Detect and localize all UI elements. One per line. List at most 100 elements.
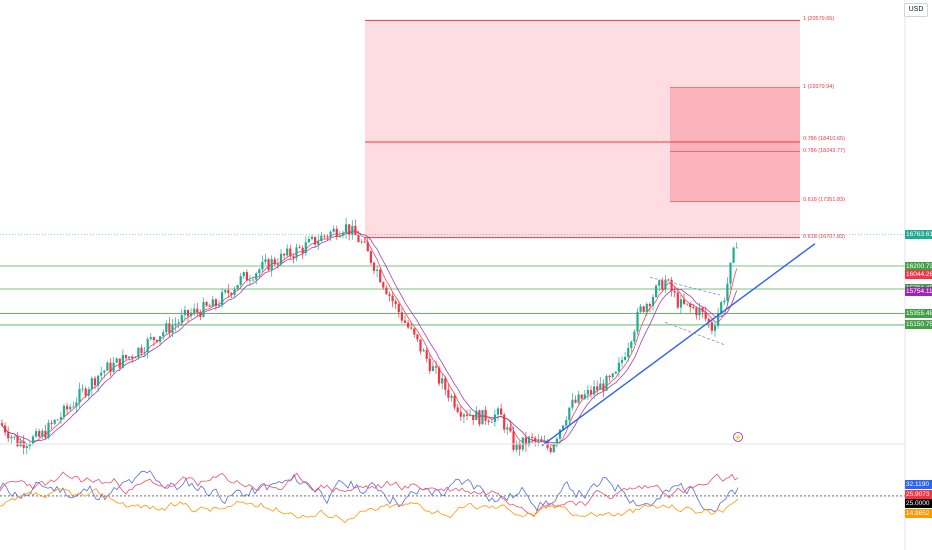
ma-slow-line — [1, 231, 738, 444]
candle-body — [639, 306, 642, 312]
candle-body — [645, 304, 648, 312]
ma-fast-line — [1, 230, 738, 447]
candle-body — [255, 273, 258, 280]
candle-body — [236, 284, 239, 290]
candle-body — [453, 395, 456, 408]
candle-body — [568, 407, 571, 421]
candle-body — [496, 408, 500, 415]
candle-body — [472, 414, 475, 421]
candle-body — [239, 276, 242, 285]
candle-body — [59, 416, 62, 420]
candle-body — [565, 420, 568, 426]
candle-body — [624, 356, 627, 360]
candle-body — [388, 294, 391, 296]
candle-body — [527, 436, 531, 446]
candle-body — [441, 378, 444, 384]
candle-body — [109, 362, 112, 372]
candle-body — [329, 231, 332, 238]
candle-body — [617, 362, 620, 372]
moving-averages — [1, 230, 738, 447]
fib-label: 1 (19379.94) — [803, 83, 835, 90]
price-label: 15150.75 — [905, 320, 932, 330]
candle-body — [16, 436, 19, 447]
indicator-label: 25.0000 — [905, 498, 932, 508]
candle-body — [503, 414, 506, 430]
candle-body — [0, 423, 4, 426]
candle-body — [574, 399, 577, 403]
trendline — [541, 243, 816, 447]
candle-body — [242, 272, 245, 277]
candle-body — [376, 269, 379, 271]
candle-body — [267, 259, 270, 271]
fib-zone-small — [670, 87, 800, 202]
candle-body — [314, 236, 317, 245]
indicator-label: 32.1190 — [905, 479, 932, 489]
candle-body — [348, 224, 351, 235]
channel-upper — [649, 276, 721, 296]
candle-body — [69, 406, 72, 410]
candle-body — [25, 446, 28, 448]
candle-body — [168, 323, 171, 333]
candle-body — [310, 236, 314, 239]
candle-body — [425, 350, 428, 359]
candle-body — [286, 248, 289, 256]
candle-body — [419, 339, 422, 352]
candle-body — [397, 304, 400, 313]
candle-body — [75, 402, 78, 407]
candle-body — [134, 357, 137, 359]
price-label: 16763.61 — [905, 229, 932, 239]
candle-body — [7, 432, 10, 439]
candle-body — [93, 378, 97, 386]
candle-body — [410, 327, 413, 329]
candle-body — [661, 280, 664, 290]
candle-body — [245, 272, 248, 281]
candle-body — [385, 287, 388, 295]
candle-body — [524, 437, 527, 446]
candle-body — [562, 425, 565, 430]
candle-body — [506, 427, 509, 430]
candle-body — [382, 282, 385, 288]
candle-body — [608, 375, 611, 378]
fibonacci-zone — [0, 19, 905, 239]
candle-body — [233, 289, 236, 295]
candle-body — [611, 373, 614, 378]
candle-body — [283, 253, 286, 256]
candle-body — [673, 291, 676, 293]
event-marker-glyph: ⚡ — [734, 434, 741, 442]
candle-body — [118, 358, 121, 368]
candle-body — [589, 390, 593, 395]
candle-body — [493, 414, 496, 422]
candle-body — [630, 341, 633, 349]
candle-body — [84, 388, 87, 396]
channel-lower — [664, 321, 726, 346]
candle-body — [431, 366, 434, 371]
candle-body — [137, 347, 140, 358]
candle-body — [345, 224, 348, 233]
candle-body — [90, 378, 93, 390]
candle-body — [521, 437, 524, 450]
candle-body — [447, 389, 450, 398]
candle-body — [335, 228, 338, 238]
candle-body — [149, 337, 152, 340]
candle-body — [627, 348, 630, 357]
candle-body — [214, 299, 217, 307]
candle-body — [546, 441, 549, 448]
currency-label[interactable]: USD — [904, 3, 928, 17]
candle-body — [186, 309, 190, 316]
candle-body — [155, 340, 159, 342]
candle-body — [586, 390, 589, 395]
candle-body — [698, 307, 701, 316]
candle-body — [258, 269, 261, 274]
candle-body — [456, 407, 459, 412]
candle-body — [478, 410, 481, 425]
candle-body — [62, 405, 66, 417]
candle-body — [317, 241, 320, 245]
candle-body — [332, 228, 335, 232]
candle-body — [193, 308, 196, 313]
candle-body — [323, 235, 326, 237]
candle-body — [648, 304, 651, 306]
candle-body — [599, 383, 602, 390]
candle-body — [391, 295, 394, 302]
candle-body — [174, 323, 177, 326]
